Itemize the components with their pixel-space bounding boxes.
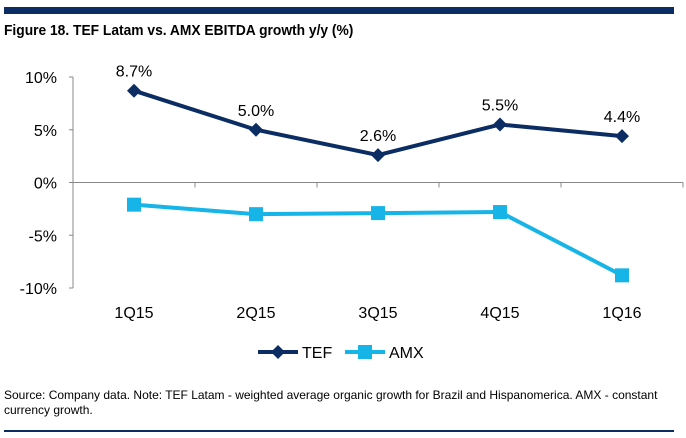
- x-tick-label: 2Q15: [236, 305, 275, 322]
- y-tick-label: 0%: [34, 176, 57, 193]
- data-point-TEF: [615, 129, 629, 144]
- y-tick-label: -10%: [20, 281, 57, 298]
- data-label: 4.4%: [604, 109, 640, 126]
- data-point-TEF: [371, 148, 385, 163]
- data-label: 8.7%: [116, 64, 152, 81]
- y-tick-label: 5%: [34, 123, 57, 140]
- legend-marker-AMX: [358, 345, 372, 359]
- line-chart: 10% 5% 0% -5% -10% 1Q15 2Q15 3Q15 4Q15 1Q16 8.7% 5.…: [20, 64, 684, 362]
- data-point-TEF: [493, 117, 507, 132]
- x-tick-label: 1Q16: [602, 305, 641, 322]
- data-point-TEF: [249, 122, 263, 137]
- data-point-AMX: [371, 206, 385, 221]
- x-tick-label: 1Q15: [114, 305, 153, 322]
- legend-label-AMX: AMX: [389, 345, 424, 362]
- top-rule: [4, 7, 674, 14]
- data-label: 2.6%: [360, 128, 396, 145]
- data-point-AMX: [615, 268, 629, 283]
- y-tick-label: -5%: [29, 228, 57, 245]
- legend-label-TEF: TEF: [302, 345, 332, 362]
- data-label: 5.5%: [482, 97, 518, 114]
- y-tick-label: 10%: [25, 70, 57, 87]
- data-label: 5.0%: [238, 103, 274, 120]
- data-point-TEF: [127, 83, 141, 98]
- figure-title: Figure 18. TEF Latam vs. AMX EBITDA grow…: [4, 22, 354, 39]
- data-point-AMX: [127, 197, 141, 212]
- source-note: Source: Company data. Note: TEF Latam - …: [4, 388, 658, 417]
- data-point-AMX: [493, 205, 507, 220]
- x-tick-label: 3Q15: [358, 305, 397, 322]
- x-tick-label: 4Q15: [480, 305, 519, 322]
- data-point-AMX: [249, 207, 263, 222]
- bottom-rule: [4, 430, 674, 432]
- series-line-TEF: [133, 88, 623, 158]
- legend-marker-TEF: [271, 345, 285, 359]
